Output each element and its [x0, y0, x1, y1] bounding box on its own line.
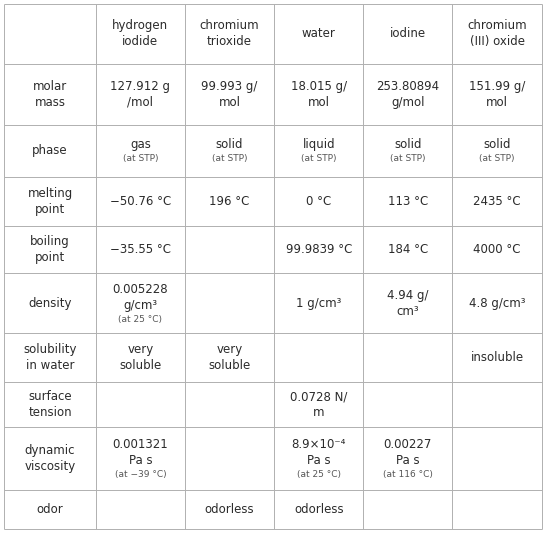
Text: 18.015 g/: 18.015 g/ — [290, 80, 347, 93]
Text: hydrogen: hydrogen — [112, 20, 169, 33]
Text: in water: in water — [26, 359, 74, 373]
Text: (at STP): (at STP) — [390, 154, 426, 163]
Text: (III) oxide: (III) oxide — [470, 35, 525, 49]
Text: (at STP): (at STP) — [301, 154, 336, 163]
Text: 0.005228: 0.005228 — [112, 282, 168, 296]
Text: Pa s: Pa s — [129, 454, 152, 467]
Text: viscosity: viscosity — [25, 460, 76, 473]
Text: very: very — [127, 343, 153, 357]
Text: soluble: soluble — [119, 359, 162, 373]
Text: 0 °C: 0 °C — [306, 195, 331, 207]
Text: 184 °C: 184 °C — [388, 243, 428, 256]
Text: soluble: soluble — [209, 359, 251, 373]
Text: very: very — [216, 343, 243, 357]
Text: gas: gas — [130, 138, 151, 151]
Text: liquid: liquid — [302, 138, 335, 151]
Text: (at 25 °C): (at 25 °C) — [296, 470, 341, 479]
Text: water: water — [302, 27, 336, 41]
Text: 0.0728 N/: 0.0728 N/ — [290, 390, 347, 403]
Text: 4.94 g/: 4.94 g/ — [387, 289, 429, 302]
Text: molar: molar — [33, 80, 67, 93]
Text: odorless: odorless — [294, 503, 343, 516]
Text: dynamic: dynamic — [25, 444, 75, 457]
Text: mass: mass — [34, 95, 66, 109]
Text: density: density — [28, 296, 72, 310]
Text: 253.80894: 253.80894 — [376, 80, 440, 93]
Text: odorless: odorless — [205, 503, 254, 516]
Text: odor: odor — [37, 503, 63, 516]
Text: surface: surface — [28, 390, 72, 403]
Text: mol: mol — [486, 95, 508, 109]
Text: point: point — [35, 203, 65, 215]
Text: 4000 °C: 4000 °C — [473, 243, 521, 256]
Text: 0.001321: 0.001321 — [112, 438, 168, 451]
Text: /mol: /mol — [127, 95, 153, 109]
Text: 8.9×10⁻⁴: 8.9×10⁻⁴ — [292, 438, 346, 451]
Text: 1 g/cm³: 1 g/cm³ — [296, 296, 341, 310]
Text: g/mol: g/mol — [391, 95, 425, 109]
Text: trioxide: trioxide — [207, 35, 252, 49]
Text: chromium: chromium — [200, 20, 259, 33]
Text: 196 °C: 196 °C — [210, 195, 250, 207]
Text: 127.912 g: 127.912 g — [110, 80, 170, 93]
Text: g/cm³: g/cm³ — [123, 298, 157, 311]
Text: mol: mol — [218, 95, 241, 109]
Text: Pa s: Pa s — [396, 454, 420, 467]
Text: (at STP): (at STP) — [123, 154, 158, 163]
Text: (at 25 °C): (at 25 °C) — [118, 314, 162, 324]
Text: solid: solid — [394, 138, 422, 151]
Text: tension: tension — [28, 406, 72, 419]
Text: 2435 °C: 2435 °C — [473, 195, 521, 207]
Text: m: m — [313, 406, 324, 419]
Text: 113 °C: 113 °C — [388, 195, 428, 207]
Text: 4.8 g/cm³: 4.8 g/cm³ — [469, 296, 525, 310]
Text: insoluble: insoluble — [471, 351, 524, 365]
Text: −35.55 °C: −35.55 °C — [110, 243, 171, 256]
Text: chromium: chromium — [467, 20, 527, 33]
Text: mol: mol — [308, 95, 330, 109]
Text: 0.00227: 0.00227 — [384, 438, 432, 451]
Text: point: point — [35, 251, 65, 264]
Text: phase: phase — [32, 144, 68, 157]
Text: iodine: iodine — [390, 27, 426, 41]
Text: (at 116 °C): (at 116 °C) — [383, 470, 433, 479]
Text: Pa s: Pa s — [307, 454, 330, 467]
Text: (at STP): (at STP) — [212, 154, 247, 163]
Text: boiling: boiling — [30, 235, 70, 248]
Text: solubility: solubility — [23, 343, 77, 357]
Text: (at −39 °C): (at −39 °C) — [115, 470, 166, 479]
Text: (at STP): (at STP) — [479, 154, 515, 163]
Text: melting: melting — [27, 187, 73, 200]
Text: solid: solid — [216, 138, 244, 151]
Text: cm³: cm³ — [396, 304, 419, 318]
Text: 151.99 g/: 151.99 g/ — [469, 80, 525, 93]
Text: solid: solid — [483, 138, 511, 151]
Text: −50.76 °C: −50.76 °C — [110, 195, 171, 207]
Text: iodide: iodide — [122, 35, 158, 49]
Text: 99.9839 °C: 99.9839 °C — [286, 243, 352, 256]
Text: 99.993 g/: 99.993 g/ — [201, 80, 258, 93]
